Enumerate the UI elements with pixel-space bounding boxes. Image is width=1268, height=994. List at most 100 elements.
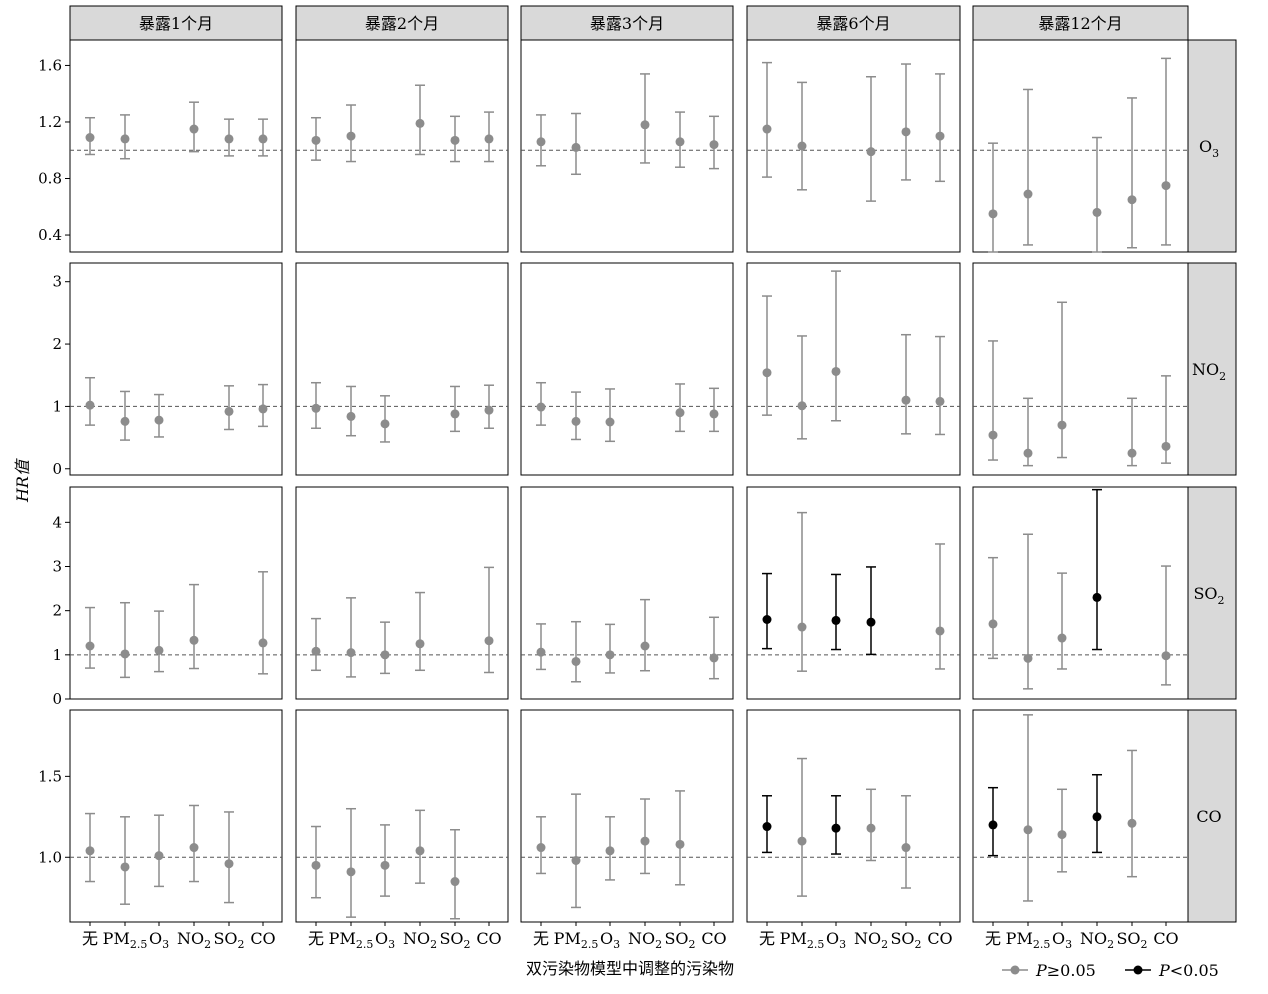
row-label: SO2 — [1193, 584, 1224, 607]
point-estimate — [1127, 448, 1137, 458]
point-estimate — [831, 366, 841, 376]
point-estimate — [154, 415, 164, 425]
panel — [746, 486, 961, 700]
point-estimate — [189, 124, 199, 134]
point-estimate — [224, 406, 234, 416]
point-estimate — [258, 134, 268, 144]
x-tick-label: O3 — [1052, 929, 1072, 951]
x-tick-label: 无 — [533, 929, 549, 948]
y-tick-label: 2 — [52, 602, 62, 620]
row-strip — [1187, 709, 1237, 923]
panel — [746, 262, 961, 476]
x-tick-label: O3 — [375, 929, 395, 951]
panel-frame — [746, 262, 961, 476]
panel — [972, 486, 1189, 700]
point-estimate — [797, 401, 807, 411]
x-tick-label: NO2 — [177, 929, 211, 951]
point-estimate — [415, 118, 425, 128]
x-tick-label: NO2 — [628, 929, 662, 951]
y-tick-label: 0.8 — [38, 170, 62, 188]
point-estimate — [1057, 420, 1067, 430]
point-estimate — [640, 120, 650, 130]
y-axis-title: HR值 — [13, 458, 32, 503]
point-estimate — [935, 131, 945, 141]
point-estimate — [120, 862, 130, 872]
panel — [746, 709, 961, 923]
x-tick-label: PM2.5 — [1006, 929, 1051, 951]
point-estimate — [1023, 653, 1033, 663]
point-estimate — [380, 419, 390, 429]
point-estimate — [605, 650, 615, 660]
point-estimate — [1023, 825, 1033, 835]
y-tick-label: 0 — [52, 690, 62, 708]
x-tick-label: O3 — [149, 929, 169, 951]
panel — [69, 39, 283, 253]
x-tick-label: PM2.5 — [780, 929, 825, 951]
point-estimate — [988, 430, 998, 440]
y-tick-label: 1 — [52, 397, 62, 415]
panel-frame — [295, 486, 509, 700]
panel — [972, 709, 1189, 923]
x-tick-label: NO2 — [854, 929, 888, 951]
y-tick-label: 4 — [52, 513, 62, 531]
column-title: 暴露6个月 — [816, 14, 890, 33]
point-estimate — [85, 846, 95, 856]
panel — [972, 39, 1189, 253]
row-label: O3 — [1199, 137, 1219, 160]
panel-frame — [69, 486, 283, 700]
panel — [295, 486, 509, 700]
point-estimate — [831, 615, 841, 625]
panel-frame — [295, 709, 509, 923]
panel — [972, 262, 1189, 476]
panel-frame — [972, 262, 1189, 476]
point-estimate — [709, 409, 719, 419]
point-estimate — [1161, 651, 1171, 661]
point-estimate — [189, 843, 199, 853]
panel-frame — [69, 262, 283, 476]
x-tick-label: SO2 — [439, 929, 470, 951]
panel — [69, 709, 283, 923]
panel-frame — [295, 262, 509, 476]
point-estimate — [866, 823, 876, 833]
point-estimate — [120, 416, 130, 426]
point-estimate — [762, 822, 772, 832]
panel — [520, 486, 734, 700]
point-estimate — [797, 836, 807, 846]
point-estimate — [935, 626, 945, 636]
point-estimate — [988, 820, 998, 830]
point-estimate — [450, 409, 460, 419]
point-estimate — [1127, 195, 1137, 205]
x-tick-label: O3 — [600, 929, 620, 951]
point-estimate — [988, 619, 998, 629]
panel-frame — [295, 39, 509, 253]
row-label: NO2 — [1192, 360, 1226, 383]
legend-label: P<0.05 — [1158, 961, 1219, 980]
column-strip — [520, 5, 734, 41]
point-estimate — [709, 653, 719, 663]
point-estimate — [605, 417, 615, 427]
point-estimate — [484, 636, 494, 646]
panels-layer: 暴露1个月 暴露2个月 暴露3个月 暴露6个月 暴露12个月 O3 0.4 0.8 1.2 1.6… — [38, 5, 1237, 951]
point-estimate — [189, 635, 199, 645]
point-estimate — [311, 646, 321, 656]
panel — [520, 262, 734, 476]
x-tick-label: PM2.5 — [554, 929, 599, 951]
panel-frame — [69, 39, 283, 253]
panel — [520, 709, 734, 923]
point-estimate — [640, 836, 650, 846]
point-estimate — [484, 405, 494, 415]
point-estimate — [346, 131, 356, 141]
y-tick-label: 1.6 — [38, 56, 62, 74]
point-estimate — [1023, 189, 1033, 199]
x-tick-label: CO — [476, 929, 501, 948]
point-estimate — [988, 209, 998, 219]
point-estimate — [901, 843, 911, 853]
point-estimate — [571, 656, 581, 666]
point-estimate — [536, 647, 546, 657]
point-estimate — [762, 124, 772, 134]
x-tick-label: SO2 — [1116, 929, 1147, 951]
point-estimate — [675, 408, 685, 418]
point-estimate — [866, 617, 876, 627]
column-title: 暴露12个月 — [1038, 14, 1122, 33]
point-estimate — [85, 400, 95, 410]
